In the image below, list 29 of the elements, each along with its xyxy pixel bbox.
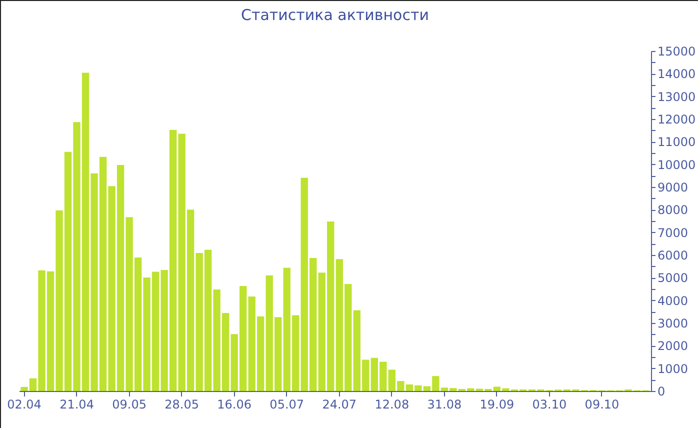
x-tick-label: 21.04 <box>60 398 94 412</box>
y-tick-label: 3000 <box>658 316 688 330</box>
x-tick-label: 24.07 <box>322 398 357 412</box>
x-tick-label: 09.10 <box>584 398 620 412</box>
y-tick-label: 1000 <box>658 362 688 376</box>
y-tick-label: 11000 <box>658 135 696 150</box>
x-tick-label: 02.04 <box>7 398 42 412</box>
y-tick-label: 13000 <box>658 90 696 104</box>
x-tick-label: 31.08 <box>427 398 462 412</box>
x-tick-label: 16.06 <box>217 398 252 412</box>
x-tick-label: 09.05 <box>112 398 146 412</box>
x-tick-label: 05.07 <box>270 398 304 412</box>
y-tick-label: 15000 <box>658 44 696 58</box>
y-tick-label: 4000 <box>658 294 688 308</box>
y-tick-label: 14000 <box>658 67 696 82</box>
y-tick-label: 6000 <box>658 248 688 262</box>
chart-title: Статистика активности <box>241 6 429 24</box>
y-tick-label: 2000 <box>658 339 688 354</box>
y-tick-label: 5000 <box>658 271 688 286</box>
y-tick-label: 0 <box>658 384 666 398</box>
y-tick-label: 9000 <box>658 180 688 194</box>
x-tick-label: 28.05 <box>164 398 199 412</box>
x-tick-label: 03.10 <box>532 398 567 412</box>
y-tick-label: 7000 <box>658 226 688 240</box>
y-tick-label: 12000 <box>658 112 696 126</box>
x-tick-label: 19.09 <box>480 398 514 412</box>
x-tick-label: 12.08 <box>374 398 410 412</box>
y-tick-label: 8000 <box>658 203 688 218</box>
y-tick-label: 10000 <box>658 158 696 172</box>
